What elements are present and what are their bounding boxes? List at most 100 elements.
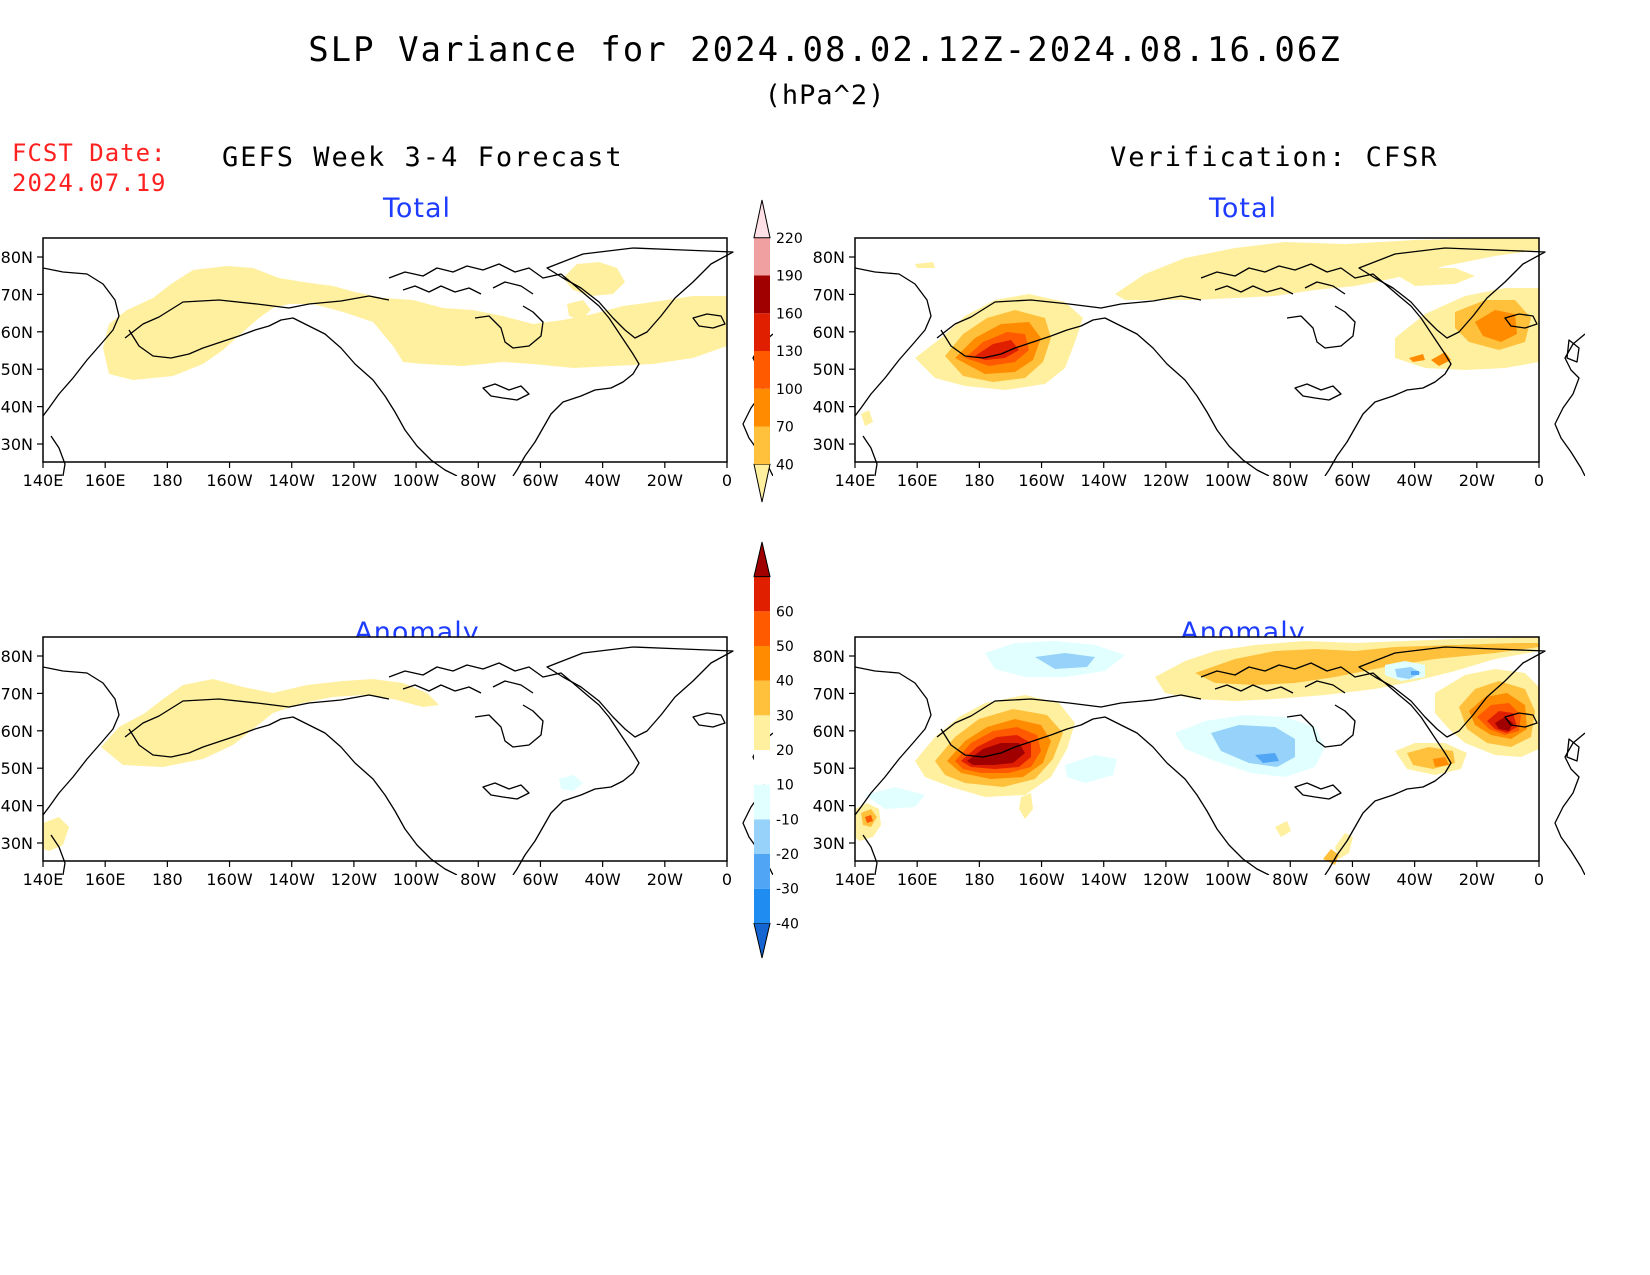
lon-tick-label: 60W (522, 471, 558, 490)
lon-tick-label: 80W (1272, 471, 1308, 490)
lon-tick-label: 0 (1534, 870, 1544, 889)
colorbar-label: -20 (776, 847, 799, 863)
lat-tick-label: 60N (813, 722, 845, 741)
lon-tick-label: 60W (522, 870, 558, 889)
lon-tick-label: 140W (269, 870, 316, 889)
lat-tick-label: 30N (813, 435, 845, 454)
colorbar-label: 40 (776, 457, 794, 473)
lon-tick-label: 120W (331, 471, 378, 490)
lat-tick-label: 80N (1, 647, 33, 666)
colorbar-label: 50 (776, 639, 794, 655)
lat-tick-label: 50N (813, 759, 845, 778)
lat-tick-label: 60N (813, 323, 845, 342)
lon-tick-label: 120W (1143, 471, 1190, 490)
units-label: (hPa^2) (764, 80, 886, 111)
lon-tick-label: 40W (585, 870, 621, 889)
colorbar-swatch (754, 819, 770, 854)
main-title: SLP Variance for 2024.08.02.12Z-2024.08.… (308, 30, 1342, 70)
lon-tick-label: 20W (647, 471, 683, 490)
colorbar-swatch (754, 351, 770, 389)
colorbar-swatch (753, 199, 771, 239)
colorbar-swatch (754, 576, 770, 612)
colorbar-swatch (753, 922, 771, 959)
colorbar-label: 70 (776, 420, 794, 436)
lat-tick-label: 80N (1, 248, 33, 267)
lon-tick-label: 180 (152, 870, 183, 889)
axis-ticks: 140E 160E 180 160W 140W 120W 100W 80W 60W 40W 20W 0… (813, 248, 1544, 490)
colorbar-label: 60 (776, 604, 794, 620)
lat-tick-label: 50N (813, 360, 845, 379)
colorbar-label: 40 (776, 674, 794, 690)
lon-tick-label: 40W (585, 471, 621, 490)
lat-tick-label: 70N (813, 285, 845, 304)
lon-tick-label: 20W (1459, 870, 1495, 889)
lat-tick-label: 50N (1, 360, 33, 379)
forecast-column-title: GEFS Week 3-4 Forecast (222, 142, 624, 173)
lon-tick-label: 140E (835, 870, 876, 889)
colorbar-label: 130 (776, 344, 803, 360)
lon-tick-label: 60W (1334, 870, 1370, 889)
lon-tick-label: 160E (897, 471, 938, 490)
lat-tick-label: 40N (813, 797, 845, 816)
colorbar-swatch (753, 541, 771, 578)
lon-tick-label: 160W (1018, 870, 1065, 889)
colorbar-label: 10 (776, 778, 794, 794)
lon-tick-label: 160E (85, 471, 126, 490)
lat-tick-label: 70N (1, 684, 33, 703)
axis-ticks: 140E 160E 180 160W 140W 120W 100W 80W 60W 40W 20W 0… (1, 248, 732, 490)
colorbar-swatch (754, 611, 770, 646)
colorbar-label: 30 (776, 708, 794, 724)
colorbar-swatch (754, 888, 770, 924)
lat-tick-label: 30N (813, 834, 845, 853)
lon-tick-label: 100W (393, 870, 440, 889)
colorbar-label: 100 (776, 382, 803, 398)
colorbar-swatch (754, 388, 770, 427)
lon-tick-label: 160W (206, 870, 253, 889)
lon-tick-label: 140W (1081, 870, 1128, 889)
lon-tick-label: 160W (206, 471, 253, 490)
colorbar-label: 160 (776, 306, 803, 322)
colorbar-label: -30 (776, 882, 799, 898)
lon-tick-label: 100W (1205, 870, 1252, 889)
lon-tick-label: 180 (152, 471, 183, 490)
forecast-total-panel: 140E 160E 180 160W 140W 120W 100W 80W 60W 40W 20W 0… (1, 237, 773, 490)
lon-tick-label: 0 (722, 471, 732, 490)
colorbar-label: 20 (776, 743, 794, 759)
colorbar-swatch (754, 313, 770, 351)
lat-tick-label: 40N (813, 398, 845, 417)
lat-tick-label: 80N (813, 248, 845, 267)
lon-tick-label: 140W (269, 471, 316, 490)
lon-tick-label: 160E (897, 870, 938, 889)
lon-tick-label: 80W (460, 471, 496, 490)
lon-tick-label: 180 (964, 870, 995, 889)
colorbar-label: 190 (776, 269, 803, 285)
colorbar-swatch (754, 646, 770, 681)
colorbar-swatch (754, 784, 770, 820)
lat-tick-label: 40N (1, 398, 33, 417)
verification-column-title: Verification: CFSR (1110, 142, 1439, 173)
lon-tick-label: 100W (393, 471, 440, 490)
colorbar-swatch (754, 854, 770, 889)
lat-tick-label: 30N (1, 435, 33, 454)
lon-tick-label: 140E (23, 870, 64, 889)
lon-tick-label: 100W (1205, 471, 1252, 490)
lat-tick-label: 40N (1, 797, 33, 816)
lat-tick-label: 50N (1, 759, 33, 778)
lon-tick-label: 120W (331, 870, 378, 889)
lon-tick-label: 160W (1018, 471, 1065, 490)
lat-tick-label: 80N (813, 647, 845, 666)
verification-total-title: Total (1208, 193, 1278, 224)
lon-tick-label: 140E (835, 471, 876, 490)
lon-tick-label: 80W (1272, 870, 1308, 889)
colorbar-swatch (754, 715, 770, 750)
axis-ticks: 140E 160E 180 160W 140W 120W 100W 80W 60W 40W 20W 0… (813, 647, 1544, 889)
forecast-anomaly-panel: 140E 160E 180 160W 140W 120W 100W 80W 60W 40W 20W 0… (1, 636, 773, 889)
lon-tick-label: 180 (964, 471, 995, 490)
lon-tick-label: 60W (1334, 471, 1370, 490)
forecast-total-title: Total (382, 193, 452, 224)
lon-tick-label: 120W (1143, 870, 1190, 889)
lat-tick-label: 60N (1, 722, 33, 741)
forecast-date-label: FCST Date: (12, 139, 167, 167)
lon-tick-label: 40W (1397, 870, 1433, 889)
